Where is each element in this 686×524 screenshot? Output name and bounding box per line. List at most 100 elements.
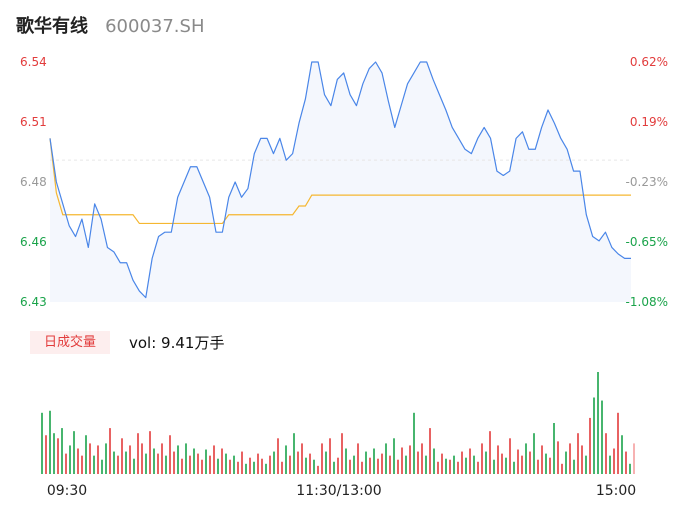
volume-bar — [197, 453, 199, 474]
volume-bar — [333, 461, 335, 474]
volume-bar — [377, 458, 379, 474]
volume-bar — [133, 458, 135, 474]
volume-bar — [437, 461, 439, 474]
volume-bar — [605, 433, 607, 474]
price-tick-label: 6.46 — [20, 235, 47, 249]
volume-bar — [501, 453, 503, 474]
volume-bar — [217, 458, 219, 474]
time-tick-label: 09:30 — [47, 483, 87, 499]
volume-bar — [61, 428, 63, 474]
volume-bar — [185, 443, 187, 474]
average-price-line — [49, 138, 631, 225]
volume-bar — [589, 417, 591, 474]
volume-bar — [225, 453, 227, 474]
volume-bar — [209, 455, 211, 474]
volume-bar — [617, 412, 619, 474]
volume-bar — [577, 433, 579, 474]
volume-bar — [273, 451, 275, 474]
volume-bar — [389, 455, 391, 474]
volume-bar — [497, 445, 499, 474]
volume-bar — [141, 443, 143, 474]
time-axis: 09:30 11:30/13:00 15:00 — [47, 483, 636, 499]
percent-tick-label: -0.65% — [626, 235, 668, 249]
volume-bar — [521, 455, 523, 474]
volume-bar — [201, 459, 203, 474]
volume-bar — [309, 453, 311, 474]
volume-bar — [81, 455, 83, 474]
volume-bar — [169, 435, 171, 474]
volume-bar — [85, 435, 87, 474]
volume-bar — [245, 463, 247, 474]
volume-bar — [461, 451, 463, 474]
volume-bar — [109, 428, 111, 474]
volume-bar — [73, 431, 75, 474]
volume-bar — [489, 431, 491, 474]
volume-bar — [525, 443, 527, 474]
volume-bar — [633, 443, 635, 474]
volume-bar — [249, 457, 251, 474]
volume-bar — [513, 461, 515, 474]
volume-bar — [345, 448, 347, 474]
volume-bar — [129, 445, 131, 474]
volume-bar — [117, 455, 119, 474]
volume-bar — [289, 455, 291, 474]
volume-bar — [261, 458, 263, 474]
volume-bar — [481, 443, 483, 474]
volume-readout: vol: 9.41万手 — [129, 334, 225, 352]
volume-bar — [469, 448, 471, 474]
volume-bar — [237, 461, 239, 474]
volume-bar — [541, 445, 543, 474]
volume-bar — [325, 451, 327, 474]
volume-bars — [41, 372, 635, 474]
stock-header: 歌华有线 600037.SH — [16, 12, 205, 40]
volume-bar — [233, 455, 235, 474]
volume-bar — [321, 443, 323, 474]
volume-bar — [609, 455, 611, 474]
volume-bar — [597, 372, 599, 474]
volume-bar — [213, 445, 215, 474]
volume-bar — [625, 451, 627, 474]
volume-bar — [161, 443, 163, 474]
volume-bar — [189, 455, 191, 474]
volume-bar — [113, 451, 115, 474]
volume-bar — [177, 445, 179, 474]
volume-bar — [93, 455, 95, 474]
volume-bar — [425, 455, 427, 474]
volume-bar — [253, 461, 255, 474]
volume-bar — [549, 457, 551, 474]
percent-tick-label: 0.19% — [630, 115, 668, 129]
price-tick-label: 6.54 — [20, 55, 47, 69]
volume-bar — [221, 448, 223, 474]
average-line — [49, 138, 631, 225]
price-line-path — [49, 61, 631, 299]
volume-bar — [613, 448, 615, 474]
volume-badge[interactable]: 日成交量 — [30, 331, 110, 354]
volume-bar — [353, 455, 355, 474]
volume-bar — [137, 433, 139, 474]
time-tick-label: 15:00 — [596, 483, 636, 499]
volume-bar — [401, 447, 403, 474]
volume-bar — [157, 453, 159, 474]
volume-bar — [413, 412, 415, 474]
volume-bar — [361, 461, 363, 474]
volume-bar — [385, 443, 387, 474]
volume-bar — [433, 448, 435, 474]
volume-bar — [545, 453, 547, 474]
volume-bar — [181, 458, 183, 474]
volume-bar — [101, 459, 103, 474]
volume-bar — [297, 451, 299, 474]
volume-bar — [305, 457, 307, 474]
volume-bar — [53, 433, 55, 474]
volume-bar — [581, 445, 583, 474]
volume-bar — [565, 451, 567, 474]
volume-bar — [529, 451, 531, 474]
volume-bar — [65, 453, 67, 474]
price-tick-label: 6.48 — [20, 175, 47, 189]
volume-bar — [557, 441, 559, 474]
volume-bar — [357, 443, 359, 474]
volume-bar — [257, 453, 259, 474]
volume-bar — [409, 445, 411, 474]
volume-bar — [629, 463, 631, 474]
volume-bar — [293, 433, 295, 474]
